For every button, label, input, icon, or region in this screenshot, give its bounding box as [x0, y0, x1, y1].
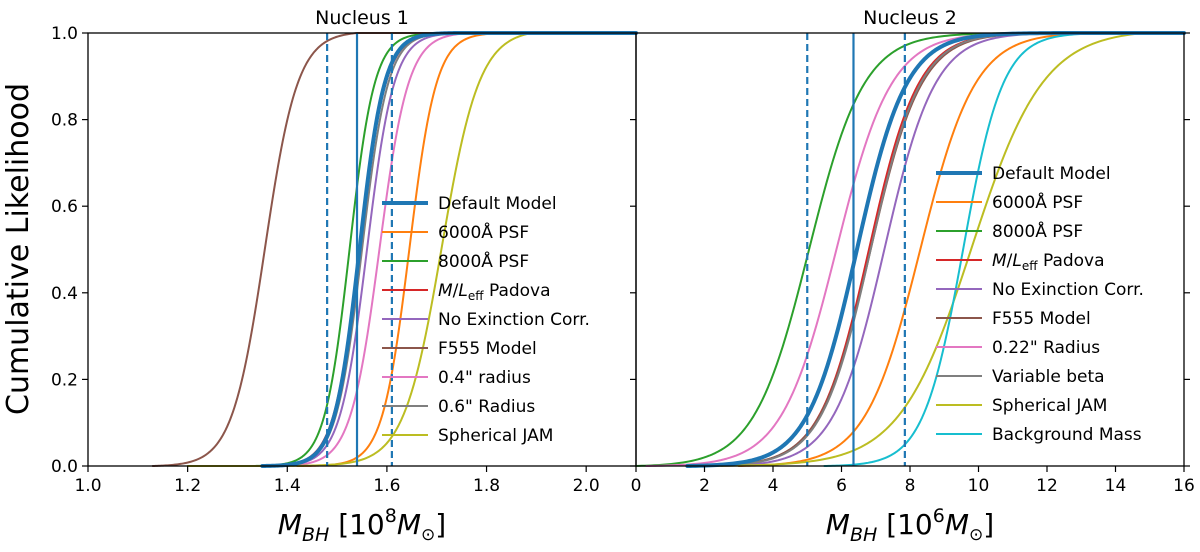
legend-entry-nucleus-1-no-exinction-corr: No Exinction Corr. — [382, 310, 590, 330]
legend-label-nucleus-1-f555-model: F555 Model — [438, 339, 537, 359]
legend-entry-nucleus-2-no-exinction-corr: No Exinction Corr. — [936, 280, 1144, 300]
legend-entry-nucleus-1-6000-psf: 6000Å PSF — [382, 221, 529, 243]
x-tick-label-nucleus-2-6: 12 — [1036, 476, 1058, 496]
series-line-nucleus-2-no-exinction-corr — [720, 32, 1185, 467]
series-line-nucleus-1-default-model — [260, 31, 638, 468]
legend-entry-nucleus-2-0-22-radius: 0.22" Radius — [936, 338, 1100, 358]
legend-entry-nucleus-2-background-mass: Background Mass — [936, 425, 1142, 445]
series-line-nucleus-1-f555-model — [151, 32, 637, 467]
legend-label-nucleus-2-8000-psf: 8000Å PSF — [992, 220, 1083, 242]
x-tick-label-nucleus-1-2: 1.4 — [274, 476, 301, 496]
legend-label-nucleus-1-0-6-radius: 0.6" Radius — [438, 397, 535, 417]
series-line-nucleus-2-spherical-jam — [703, 32, 1185, 467]
y-tick-label-nucleus-1-3: 0.6 — [51, 197, 78, 217]
legend-label-nucleus-1-6000-psf: 6000Å PSF — [438, 221, 529, 243]
reference-lines-nucleus-2 — [806, 33, 906, 466]
x-tick-label-nucleus-2-4: 8 — [905, 476, 916, 496]
chart-panel-nucleus-1: Nucleus 1 1.0 1.2 1.4 1.6 1.8 2.0 0.0 0.2 0.4 0.6… — [51, 7, 638, 546]
legend-nucleus-2: Default Model 6000Å PSF 8000Å PSF M/Leff Pa… — [936, 164, 1144, 445]
series-line-nucleus-2-default-model — [685, 31, 1186, 468]
series-line-nucleus-1-spherical-jam — [186, 32, 637, 467]
x-tick-label-nucleus-1-5: 2.0 — [573, 476, 600, 496]
legend-label-nucleus-2-spherical-jam: Spherical JAM — [992, 396, 1107, 416]
legend-label-nucleus-2-background-mass: Background Mass — [992, 425, 1142, 445]
x-axis-label-nucleus-2: MBH [106M⊙] — [826, 505, 994, 546]
series-line-nucleus-2-variable-beta — [703, 32, 1185, 467]
legend-entry-nucleus-2-m-l-eff-padova: M/Leff Padova — [936, 251, 1105, 273]
panel-title-nucleus-1: Nucleus 1 — [315, 7, 409, 29]
legend-label-nucleus-1-8000-psf: 8000Å PSF — [438, 250, 529, 272]
series-layer-nucleus-2 — [635, 31, 1186, 468]
legend-label-nucleus-2-variable-beta: Variable beta — [992, 367, 1105, 387]
x-tick-label-nucleus-2-3: 6 — [836, 476, 847, 496]
legend-entry-nucleus-2-6000-psf: 6000Å PSF — [936, 191, 1083, 213]
legend-label-nucleus-1-spherical-jam: Spherical JAM — [438, 426, 553, 446]
legend-nucleus-1: Default Model 6000Å PSF 8000Å PSF M/Leff Pa… — [382, 194, 590, 446]
legend-label-nucleus-1-m-l-eff-padova: M/Leff Padova — [438, 281, 551, 303]
legend-label-nucleus-2-0-22-radius: 0.22" Radius — [992, 338, 1100, 358]
legend-entry-nucleus-2-8000-psf: 8000Å PSF — [936, 220, 1083, 242]
legend-entry-nucleus-2-default-model: Default Model — [936, 164, 1111, 184]
legend-entry-nucleus-1-f555-model: F555 Model — [382, 339, 537, 359]
legend-label-nucleus-1-0-4-radius: 0.4" radius — [438, 368, 531, 388]
x-tick-label-nucleus-2-1: 2 — [699, 476, 710, 496]
panel-title-nucleus-2: Nucleus 2 — [863, 7, 957, 29]
ticks-nucleus-1: 1.0 1.2 1.4 1.6 1.8 2.0 0.0 0.2 0.4 0.6 0.8 1.0 — [51, 24, 600, 496]
legend-label-nucleus-2-f555-model: F555 Model — [992, 309, 1091, 329]
x-tick-label-nucleus-2-0: 0 — [631, 476, 642, 496]
legend-entry-nucleus-1-8000-psf: 8000Å PSF — [382, 250, 529, 272]
x-tick-label-nucleus-2-7: 14 — [1105, 476, 1127, 496]
x-tick-label-nucleus-2-5: 10 — [968, 476, 990, 496]
legend-entry-nucleus-1-default-model: Default Model — [382, 194, 557, 214]
legend-entry-nucleus-2-f555-model: F555 Model — [936, 309, 1091, 329]
legend-entry-nucleus-2-spherical-jam: Spherical JAM — [936, 396, 1107, 416]
x-tick-label-nucleus-2-8: 16 — [1173, 476, 1195, 496]
x-tick-label-nucleus-2-2: 4 — [768, 476, 779, 496]
x-axis-label-nucleus-1: MBH [108M⊙] — [278, 505, 446, 546]
series-line-nucleus-2-m-l-eff-padova — [703, 32, 1185, 467]
reference-lines-nucleus-1 — [326, 33, 393, 466]
y-tick-label-nucleus-1-4: 0.8 — [51, 111, 78, 131]
legend-entry-nucleus-1-m-l-eff-padova: M/Leff Padova — [382, 281, 551, 303]
y-axis-label: Cumulative Likelihood — [1, 83, 36, 415]
series-layer-nucleus-1 — [151, 31, 638, 468]
legend-entry-nucleus-1-spherical-jam: Spherical JAM — [382, 426, 553, 446]
x-tick-label-nucleus-1-0: 1.0 — [74, 476, 101, 496]
legend-entry-nucleus-1-0-6-radius: 0.6" Radius — [382, 397, 535, 417]
y-tick-label-nucleus-1-1: 0.2 — [51, 370, 78, 390]
x-tick-label-nucleus-1-4: 1.8 — [473, 476, 500, 496]
series-line-nucleus-2-6000-psf — [737, 32, 1185, 467]
legend-label-nucleus-1-default-model: Default Model — [438, 194, 557, 214]
legend-label-nucleus-2-no-exinction-corr: No Exinction Corr. — [992, 280, 1144, 300]
legend-entry-nucleus-2-variable-beta: Variable beta — [936, 367, 1105, 387]
series-line-nucleus-2-f555-model — [703, 32, 1185, 467]
x-tick-label-nucleus-1-1: 1.2 — [174, 476, 201, 496]
ticks-nucleus-2: 0 2 4 6 8 10 12 14 16 — [630, 32, 1195, 496]
axes-frame-nucleus-2 — [635, 32, 1185, 467]
legend-label-nucleus-2-m-l-eff-padova: M/Leff Padova — [992, 251, 1105, 273]
x-tick-label-nucleus-1-3: 1.6 — [373, 476, 400, 496]
legend-label-nucleus-2-6000-psf: 6000Å PSF — [992, 191, 1083, 213]
chart-panel-nucleus-2: Nucleus 2 0 2 4 6 8 10 12 14 16 Default Model 600… — [630, 7, 1195, 546]
legend-entry-nucleus-1-0-4-radius: 0.4" radius — [382, 368, 531, 388]
legend-label-nucleus-1-no-exinction-corr: No Exinction Corr. — [438, 310, 590, 330]
series-line-nucleus-1-0-4-radius — [276, 32, 637, 467]
y-tick-label-nucleus-1-5: 1.0 — [51, 24, 78, 44]
legend-label-nucleus-2-default-model: Default Model — [992, 164, 1111, 184]
y-tick-label-nucleus-1-2: 0.4 — [51, 284, 78, 304]
y-tick-label-nucleus-1-0: 0.0 — [51, 457, 78, 477]
